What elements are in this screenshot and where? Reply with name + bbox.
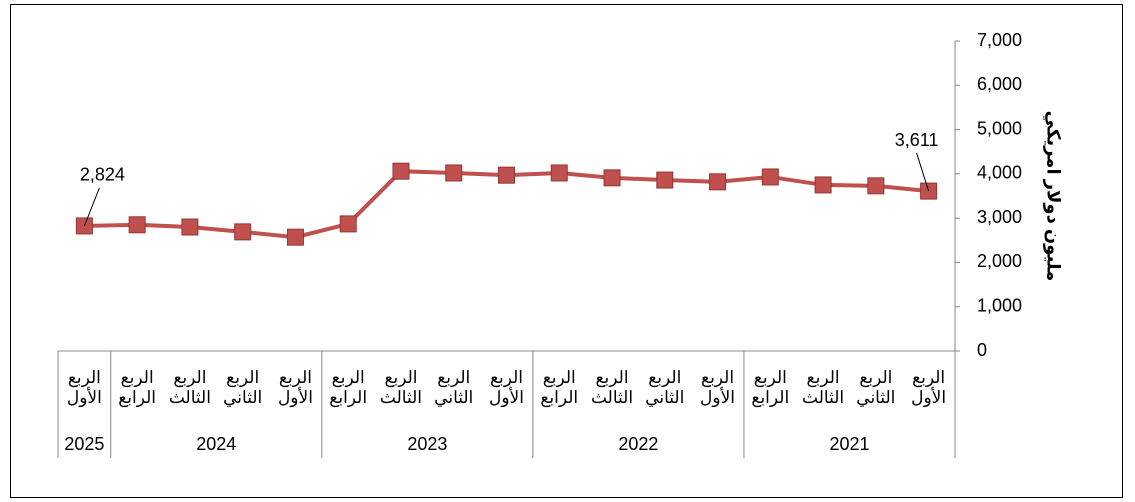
y-tick-label: 7,000: [977, 30, 1022, 50]
x-tick-label: الربع الأول: [489, 368, 524, 407]
year-label: 2025: [64, 434, 104, 454]
y-tick-label: 4,000: [977, 163, 1022, 183]
x-tick-label: الربع الأول: [700, 368, 736, 407]
y-axis-title: مليون دولار امريكي: [1042, 111, 1063, 282]
marker: [603, 169, 621, 187]
marker: [339, 215, 357, 233]
y-tick-label: 3,000: [977, 207, 1022, 227]
marker: [709, 173, 727, 191]
y-tick-label: 2,000: [977, 251, 1022, 271]
x-tick-label: الربع الرابع: [751, 368, 790, 407]
marker: [761, 168, 779, 186]
marker: [181, 218, 199, 236]
marker: [867, 177, 885, 195]
y-tick-label: 6,000: [977, 74, 1022, 94]
marker: [234, 223, 252, 241]
x-tick-label: الربع الأول: [277, 368, 313, 407]
marker: [286, 228, 304, 246]
x-tick-label: الربع الثالث: [590, 368, 634, 407]
x-tick-label: الربع الرابع: [329, 368, 368, 407]
x-tick-label: الربع الثاني: [434, 368, 474, 407]
x-tick-label: الربع الثاني: [856, 368, 896, 407]
leader-line: [916, 152, 930, 192]
year-label: 2021: [829, 434, 869, 454]
marker: [445, 164, 463, 182]
x-tick-label: الربع الرابع: [118, 368, 157, 407]
marker: [392, 162, 410, 180]
frame: [10, 4, 1123, 498]
x-tick-label: الربع الأول: [911, 368, 947, 407]
data-label: 2,824: [80, 165, 125, 185]
x-tick-label: الربع الثاني: [223, 368, 263, 407]
marker: [550, 164, 568, 182]
year-label: 2024: [196, 434, 236, 454]
marker: [498, 166, 515, 184]
x-tick-label: الربع الثالث: [379, 368, 423, 407]
x-tick-label: الربع الثاني: [645, 368, 685, 407]
y-tick-label: 5,000: [977, 118, 1022, 138]
year-label: 2023: [407, 434, 447, 454]
marker: [814, 176, 832, 194]
x-tick-label: الربع الأول: [66, 368, 102, 407]
x-tick-label: الربع الرابع: [540, 368, 579, 407]
leader-line: [83, 187, 100, 227]
y-tick-label: 1,000: [977, 295, 1022, 315]
x-tick-label: الربع الثالث: [802, 368, 845, 407]
y-tick-label: 0: [977, 340, 987, 360]
year-label: 2022: [618, 434, 658, 454]
marker: [128, 216, 146, 234]
marker: [656, 171, 674, 189]
x-tick-label: الربع الثالث: [168, 368, 211, 407]
data-label: 3,611: [895, 130, 939, 150]
